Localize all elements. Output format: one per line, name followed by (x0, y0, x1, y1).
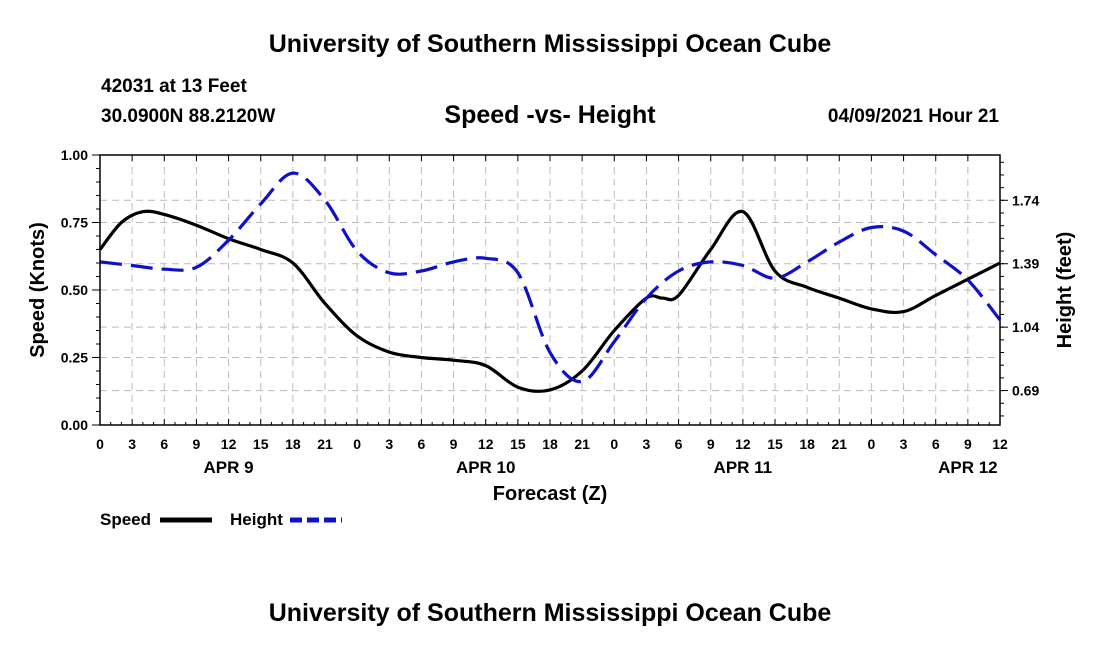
y-axis-label-right: Height (feet) (1054, 232, 1076, 349)
legend-height-label: Height (230, 510, 283, 529)
x-axis-label: Forecast (Z) (493, 483, 607, 505)
y-tick-label-left: 0.50 (61, 282, 88, 298)
date-label: APR 9 (204, 458, 254, 477)
axis-layer: 0 3 6 9 12 15 18 21 0 3 6 9 12 15 18 21 0 3 6 9 12 15 18 21 0 3 6 9… (61, 147, 1040, 477)
y-tick-label-right: 1.39 (1012, 256, 1039, 272)
x-tick-label: 0 (96, 436, 104, 452)
x-tick-label: 12 (735, 436, 751, 452)
y-tick-label-left: 0.75 (61, 215, 88, 231)
x-tick-label: 9 (193, 436, 201, 452)
x-tick-label: 6 (160, 436, 168, 452)
x-tick-label: 18 (542, 436, 558, 452)
x-tick-label: 6 (418, 436, 426, 452)
x-tick-label: 9 (450, 436, 458, 452)
x-tick-label: 0 (353, 436, 361, 452)
x-tick-label: 12 (221, 436, 237, 452)
footer-title: University of Southern Mississippi Ocean… (268, 599, 832, 627)
grid-lines (100, 155, 1000, 425)
x-tick-label: 15 (510, 436, 526, 452)
legend: Speed Height (100, 510, 342, 529)
x-tick-label: 15 (253, 436, 269, 452)
x-tick-label: 12 (992, 436, 1008, 452)
page-title: University of Southern Mississippi Ocean… (268, 30, 832, 58)
legend-speed-label: Speed (100, 510, 151, 529)
y-tick-label-right: 1.74 (1012, 192, 1039, 208)
date-label: APR 11 (714, 458, 773, 477)
x-tick-label: 15 (767, 436, 783, 452)
chart-title: Speed -vs- Height (0, 101, 1100, 130)
x-tick-label: 18 (799, 436, 815, 452)
x-tick-label: 3 (128, 436, 136, 452)
x-tick-label: 9 (707, 436, 715, 452)
date-label: APR 12 (938, 458, 998, 477)
series-layer (98, 171, 1002, 393)
x-tick-label: 21 (574, 436, 590, 452)
x-tick-label: 9 (964, 436, 972, 452)
y-tick-label-right: 1.04 (1012, 319, 1039, 335)
x-tick-label: 3 (900, 436, 908, 452)
date-label: APR 10 (456, 458, 516, 477)
datetime-label: 04/09/2021 Hour 21 (827, 106, 999, 127)
x-tick-label: 0 (868, 436, 876, 452)
y-tick-label-left: 0.25 (61, 350, 88, 366)
x-tick-label: 12 (478, 436, 494, 452)
series-line-height (99, 171, 1002, 384)
x-tick-label: 21 (317, 436, 333, 452)
x-tick-label: 0 (610, 436, 618, 452)
coordinates-label: 30.0900N 88.2120W (101, 106, 276, 127)
y-axis-label-left: Speed (Knots) (27, 222, 49, 358)
y-tick-label-left: 0.00 (61, 417, 88, 433)
x-tick-label: 6 (932, 436, 940, 452)
y-tick-label-right: 0.69 (1012, 383, 1039, 399)
y-tick-label-left: 1.00 (61, 147, 88, 163)
x-tick-label: 3 (643, 436, 651, 452)
station-label: 42031 at 13 Feet (101, 76, 247, 97)
chart-title-text: Speed -vs- Height (444, 101, 656, 129)
x-tick-label: 18 (285, 436, 301, 452)
x-tick-label: 6 (675, 436, 683, 452)
x-tick-label: 3 (385, 436, 393, 452)
x-tick-label: 21 (831, 436, 847, 452)
